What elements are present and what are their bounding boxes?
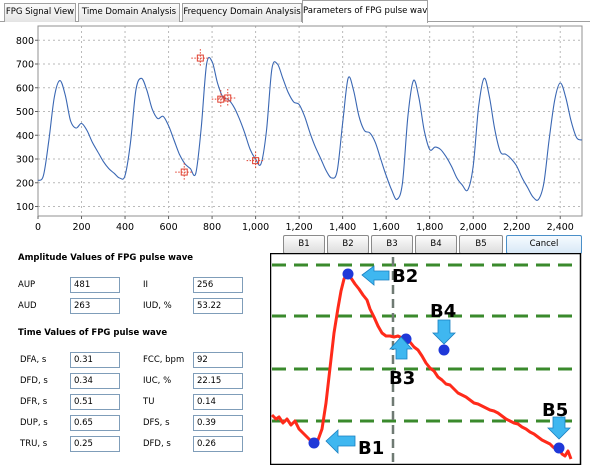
x-tick-label: 1,200 — [286, 222, 313, 233]
aup-label: AUP — [18, 280, 36, 290]
x-tick-label: 1,000 — [242, 222, 269, 233]
diagram-pulse-waveform — [270, 272, 573, 460]
b2-button[interactable]: B2 — [327, 235, 369, 254]
x-tick-label: 2,200 — [503, 222, 530, 233]
y-tick-label: 200 — [16, 178, 34, 189]
x-tick-label: 1,800 — [416, 222, 443, 233]
tu-label: TU — [143, 397, 155, 407]
y-tick-label: 100 — [16, 202, 34, 213]
arrow-b5-icon — [547, 416, 571, 440]
marker-b4 — [218, 88, 237, 107]
y-tick-label: 300 — [16, 155, 34, 166]
arrow-b4-icon — [432, 319, 456, 345]
y-tick-label: 800 — [16, 36, 34, 47]
marker-b1 — [175, 163, 194, 182]
diagram-label-b3: B3 — [389, 368, 415, 389]
dfa-field[interactable]: 0.31 — [70, 352, 120, 368]
time-section-title: Time Values of FPG pulse wave — [18, 328, 168, 338]
ii-label: II — [143, 280, 149, 290]
b4-button[interactable]: B4 — [415, 235, 457, 254]
iuc-field[interactable]: 22.15 — [193, 373, 243, 389]
dfr-label: DFR, s — [20, 397, 48, 407]
tu-field[interactable]: 0.14 — [193, 394, 243, 410]
arrow-b2-icon — [361, 265, 390, 286]
diagram-label-b2: B2 — [392, 266, 418, 287]
aud-label: AUD — [18, 301, 37, 311]
ii-field[interactable]: 256 — [193, 277, 243, 293]
tru-field[interactable]: 0.25 — [70, 436, 120, 452]
marker-b2 — [191, 49, 210, 68]
x-tick-label: 200 — [72, 222, 90, 233]
diagram-point-b2 — [342, 268, 354, 280]
x-tick-label: 1,600 — [373, 222, 400, 233]
tab-frequency-domain-analysis[interactable]: Frequency Domain Analysis — [182, 3, 302, 22]
tab-fpg-signal-view[interactable]: FPG Signal View — [4, 3, 76, 22]
dfd2-field[interactable]: 0.26 — [193, 436, 243, 452]
diagram-point-b1 — [308, 437, 320, 449]
y-tick-label: 600 — [16, 83, 34, 94]
dup-field[interactable]: 0.65 — [70, 415, 120, 431]
dfa-label: DFA, s — [20, 355, 47, 365]
cancel-button[interactable]: Cancel — [506, 235, 582, 254]
iud-label: IUD, % — [143, 301, 172, 311]
x-tick-label: 2,400 — [547, 222, 574, 233]
marker-b3 — [211, 90, 230, 109]
dfr-field[interactable]: 0.51 — [70, 394, 120, 410]
x-tick-label: 800 — [203, 222, 221, 233]
x-tick-label: 0 — [35, 222, 41, 233]
arrow-b3-icon — [389, 336, 413, 360]
fcc-label: FCC, bpm — [143, 355, 185, 365]
chart-plot-area — [37, 25, 583, 217]
tab-parameters[interactable]: Parameters of FPG pulse wave — [302, 0, 428, 23]
x-tick-label: 1,400 — [329, 222, 356, 233]
arrow-b1-icon — [325, 429, 356, 454]
iuc-label: IUC, % — [143, 376, 172, 386]
b3-button[interactable]: B3 — [371, 235, 413, 254]
dfd-label: DFD, s — [20, 376, 48, 386]
tab-time-domain-analysis[interactable]: Time Domain Analysis — [78, 3, 180, 22]
dfs-field[interactable]: 0.39 — [193, 415, 243, 431]
aud-field[interactable]: 263 — [70, 298, 120, 314]
y-tick-label: 400 — [16, 131, 34, 142]
b1-button[interactable]: B1 — [283, 235, 325, 254]
dfd-field[interactable]: 0.34 — [70, 373, 120, 389]
iud-field[interactable]: 53.22 — [193, 298, 243, 314]
y-tick-label: 700 — [16, 60, 34, 71]
x-tick-label: 2,000 — [460, 222, 487, 233]
aup-field[interactable]: 481 — [70, 277, 120, 293]
dup-label: DUP, s — [20, 418, 48, 428]
diagram-label-b5: B5 — [542, 400, 568, 421]
tab-bar: FPG Signal View Time Domain Analysis Fre… — [0, 0, 590, 23]
marker-b5 — [246, 151, 265, 170]
dfd2-label: DFD, s — [143, 439, 171, 449]
fcc-field[interactable]: 92 — [193, 352, 243, 368]
diagram-label-b1: B1 — [358, 438, 384, 459]
x-tick-label: 600 — [159, 222, 177, 233]
tru-label: TRU, s — [20, 439, 48, 449]
diagram-point-b4 — [438, 344, 450, 356]
diagram-point-b5 — [553, 442, 565, 454]
b5-button[interactable]: B5 — [459, 235, 503, 254]
dfs-label: DFS, s — [143, 418, 170, 428]
x-tick-label: 400 — [116, 222, 134, 233]
signal-chart: 0 200 400 600 800 1,000 1,200 1,400 1,600 1,800 2,… — [16, 25, 583, 233]
amplitude-section-title: Amplitude Values of FPG pulse wave — [18, 253, 194, 263]
diagram-label-b4: B4 — [430, 301, 456, 322]
signal-series-line — [37, 56, 583, 201]
pulse-wave-diagram: B2 B4 B3 B1 B5 — [270, 253, 582, 465]
y-tick-label: 500 — [16, 107, 34, 118]
